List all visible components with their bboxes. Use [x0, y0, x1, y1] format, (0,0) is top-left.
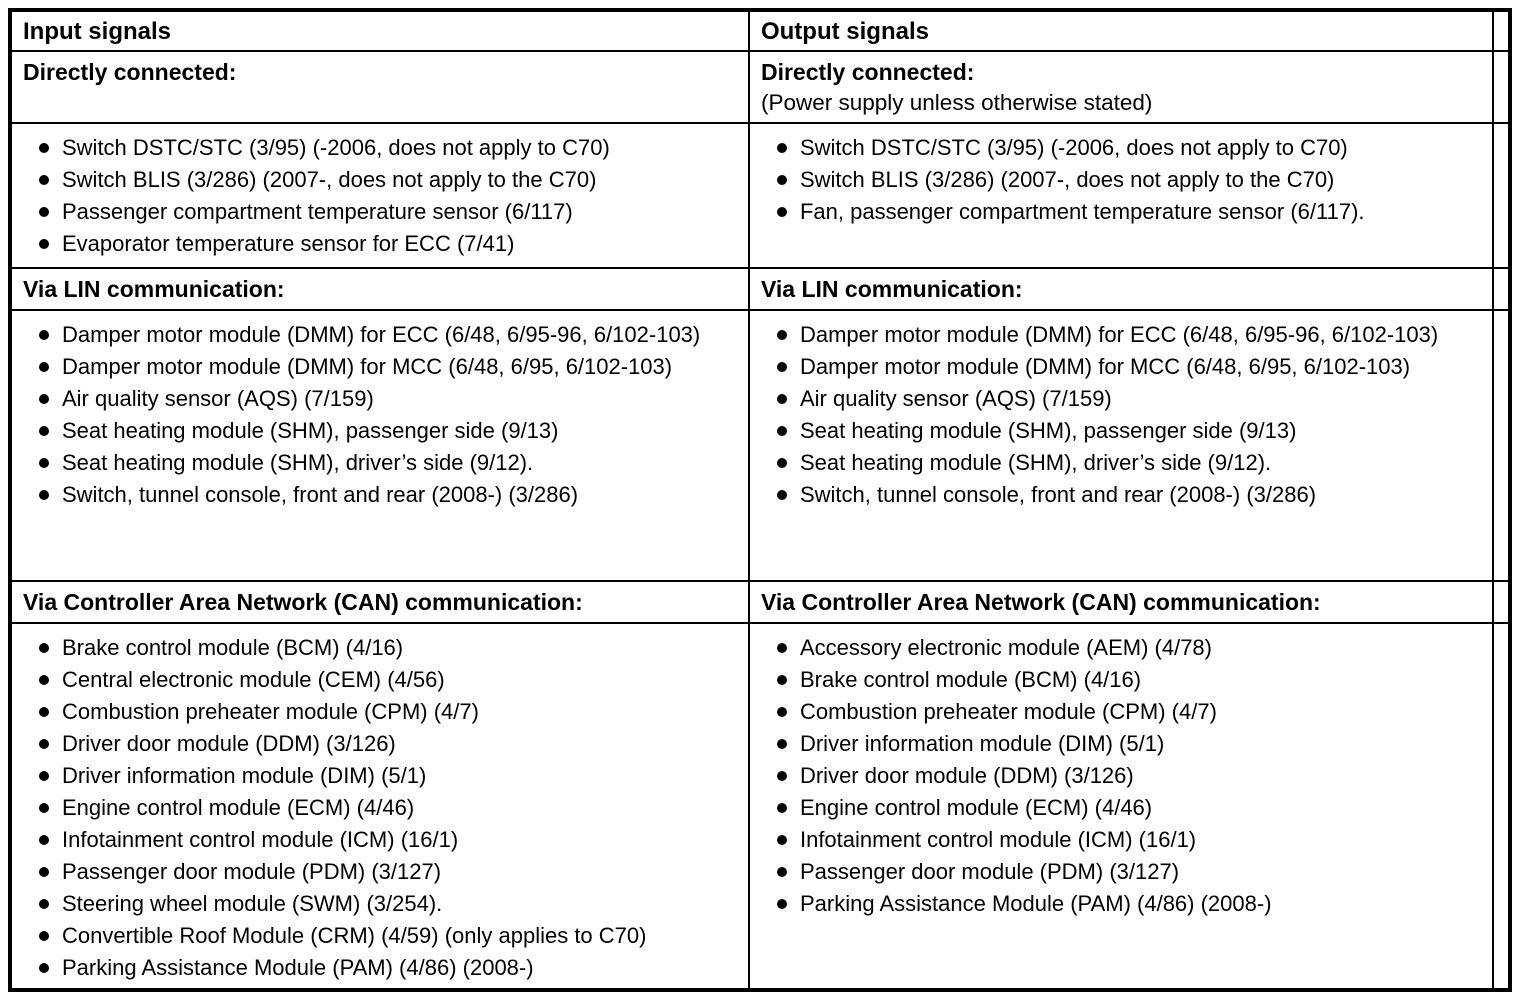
list-item: Engine control module (ECM) (4/46)	[12, 792, 744, 824]
input-lin-list-cell: Damper motor module (DMM) for ECC (6/48,…	[9, 309, 750, 582]
list-item: Brake control module (BCM) (4/16)	[751, 664, 1488, 696]
list-item: Seat heating module (SHM), driver’s side…	[12, 447, 744, 479]
output-can-title: Via Controller Area Network (CAN) commun…	[760, 589, 1321, 615]
list-item: Combustion preheater module (CPM) (4/7)	[751, 696, 1488, 728]
spacer-cell	[1491, 622, 1512, 991]
input-can-title: Via Controller Area Network (CAN) commun…	[23, 589, 583, 615]
output-directly-connected-note: (Power supply unless otherwise stated)	[760, 90, 1153, 115]
list-item: Parking Assistance Module (PAM) (4/86) (…	[751, 888, 1488, 920]
list-item: Damper motor module (DMM) for MCC (6/48,…	[751, 351, 1488, 383]
list-item: Passenger compartment temperature sensor…	[12, 196, 744, 228]
output-lin-list-cell: Damper motor module (DMM) for ECC (6/48,…	[747, 309, 1494, 582]
list-item: Seat heating module (SHM), passenger sid…	[751, 415, 1488, 447]
list-item: Combustion preheater module (CPM) (4/7)	[12, 696, 744, 728]
list-item: Central electronic module (CEM) (4/56)	[12, 664, 744, 696]
list-item: Parking Assistance Module (PAM) (4/86) (…	[12, 952, 744, 984]
list-item: Damper motor module (DMM) for ECC (6/48,…	[751, 319, 1488, 351]
spacer-cell	[1491, 9, 1512, 52]
list-item: Damper motor module (DMM) for MCC (6/48,…	[12, 351, 744, 383]
list-item: Switch DSTC/STC (3/95) (-2006, does not …	[12, 132, 744, 164]
output-directly-connected-list: Switch DSTC/STC (3/95) (-2006, does not …	[751, 125, 1491, 232]
signals-table: Input signals Output signals Directly co…	[8, 8, 1512, 992]
list-item: Seat heating module (SHM), passenger sid…	[12, 415, 744, 447]
output-lin-title: Via LIN communication:	[760, 276, 1023, 302]
list-item: Infotainment control module (ICM) (16/1)	[751, 824, 1488, 856]
input-directly-connected-list-cell: Switch DSTC/STC (3/95) (-2006, does not …	[9, 122, 750, 269]
output-lin-list: Damper motor module (DMM) for ECC (6/48,…	[751, 312, 1491, 515]
list-item: Steering wheel module (SWM) (3/254).	[12, 888, 744, 920]
output-can-title-cell: Via Controller Area Network (CAN) commun…	[747, 580, 1494, 624]
lin-list-row: Damper motor module (DMM) for ECC (6/48,…	[9, 309, 1512, 582]
input-directly-connected-title-cell: Directly connected:	[9, 50, 750, 124]
spacer-cell	[1491, 267, 1512, 311]
list-item: Brake control module (BCM) (4/16)	[12, 632, 744, 664]
header-row: Input signals Output signals	[9, 9, 1512, 52]
can-list-row: Brake control module (BCM) (4/16) Central…	[9, 622, 1512, 991]
spacer-cell	[1491, 122, 1512, 269]
list-item: Damper motor module (DMM) for ECC (6/48,…	[12, 319, 744, 351]
list-item: Switch, tunnel console, front and rear (…	[12, 479, 744, 511]
list-item: Switch, tunnel console, front and rear (…	[751, 479, 1488, 511]
list-item: Seat heating module (SHM), driver’s side…	[751, 447, 1488, 479]
directly-connected-list-row: Switch DSTC/STC (3/95) (-2006, does not …	[9, 122, 1512, 269]
output-directly-connected-title-cell: Directly connected: (Power supply unless…	[747, 50, 1494, 124]
input-directly-connected-list: Switch DSTC/STC (3/95) (-2006, does not …	[12, 125, 747, 264]
list-item: Switch BLIS (3/286) (2007-, does not app…	[12, 164, 744, 196]
input-directly-connected-title: Directly connected:	[23, 59, 237, 85]
output-signals-header: Output signals	[747, 9, 1494, 52]
directly-connected-title-row: Directly connected: Directly connected: …	[9, 50, 1512, 124]
list-item: Driver information module (DIM) (5/1)	[12, 760, 744, 792]
list-item: Fan, passenger compartment temperature s…	[751, 196, 1488, 228]
list-item: Driver door module (DDM) (3/126)	[751, 760, 1488, 792]
output-lin-title-cell: Via LIN communication:	[747, 267, 1494, 311]
list-item: Passenger door module (PDM) (3/127)	[12, 856, 744, 888]
list-item: Driver door module (DDM) (3/126)	[12, 728, 744, 760]
list-item: Air quality sensor (AQS) (7/159)	[12, 383, 744, 415]
spacer-cell	[1491, 580, 1512, 624]
input-can-title-cell: Via Controller Area Network (CAN) commun…	[9, 580, 750, 624]
output-directly-connected-list-cell: Switch DSTC/STC (3/95) (-2006, does not …	[747, 122, 1494, 269]
output-directly-connected-title: Directly connected:	[760, 59, 975, 85]
list-item: Driver information module (DIM) (5/1)	[751, 728, 1488, 760]
input-signals-header: Input signals	[9, 9, 750, 52]
input-lin-title: Via LIN communication:	[23, 276, 285, 302]
input-signals-header-label: Input signals	[23, 18, 172, 45]
lin-title-row: Via LIN communication: Via LIN communica…	[9, 267, 1512, 311]
list-item: Accessory electronic module (AEM) (4/78)	[751, 632, 1488, 664]
spacer-cell	[1491, 309, 1512, 582]
output-signals-header-label: Output signals	[760, 18, 929, 45]
list-item: Switch DSTC/STC (3/95) (-2006, does not …	[751, 132, 1488, 164]
list-item: Engine control module (ECM) (4/46)	[751, 792, 1488, 824]
can-title-row: Via Controller Area Network (CAN) commun…	[9, 580, 1512, 624]
output-can-list-cell: Accessory electronic module (AEM) (4/78)…	[747, 622, 1494, 991]
spacer-cell	[1491, 50, 1512, 124]
list-item: Air quality sensor (AQS) (7/159)	[751, 383, 1488, 415]
input-can-list-cell: Brake control module (BCM) (4/16) Central…	[9, 622, 750, 991]
list-item: Convertible Roof Module (CRM) (4/59) (on…	[12, 920, 744, 952]
list-item: Passenger door module (PDM) (3/127)	[751, 856, 1488, 888]
input-lin-title-cell: Via LIN communication:	[9, 267, 750, 311]
output-can-list: Accessory electronic module (AEM) (4/78)…	[751, 625, 1491, 924]
input-lin-list: Damper motor module (DMM) for ECC (6/48,…	[12, 312, 747, 515]
list-item: Evaporator temperature sensor for ECC (7…	[12, 228, 744, 260]
list-item: Switch BLIS (3/286) (2007-, does not app…	[751, 164, 1488, 196]
list-item: Infotainment control module (ICM) (16/1)	[12, 824, 744, 856]
input-can-list: Brake control module (BCM) (4/16) Central…	[12, 625, 747, 988]
